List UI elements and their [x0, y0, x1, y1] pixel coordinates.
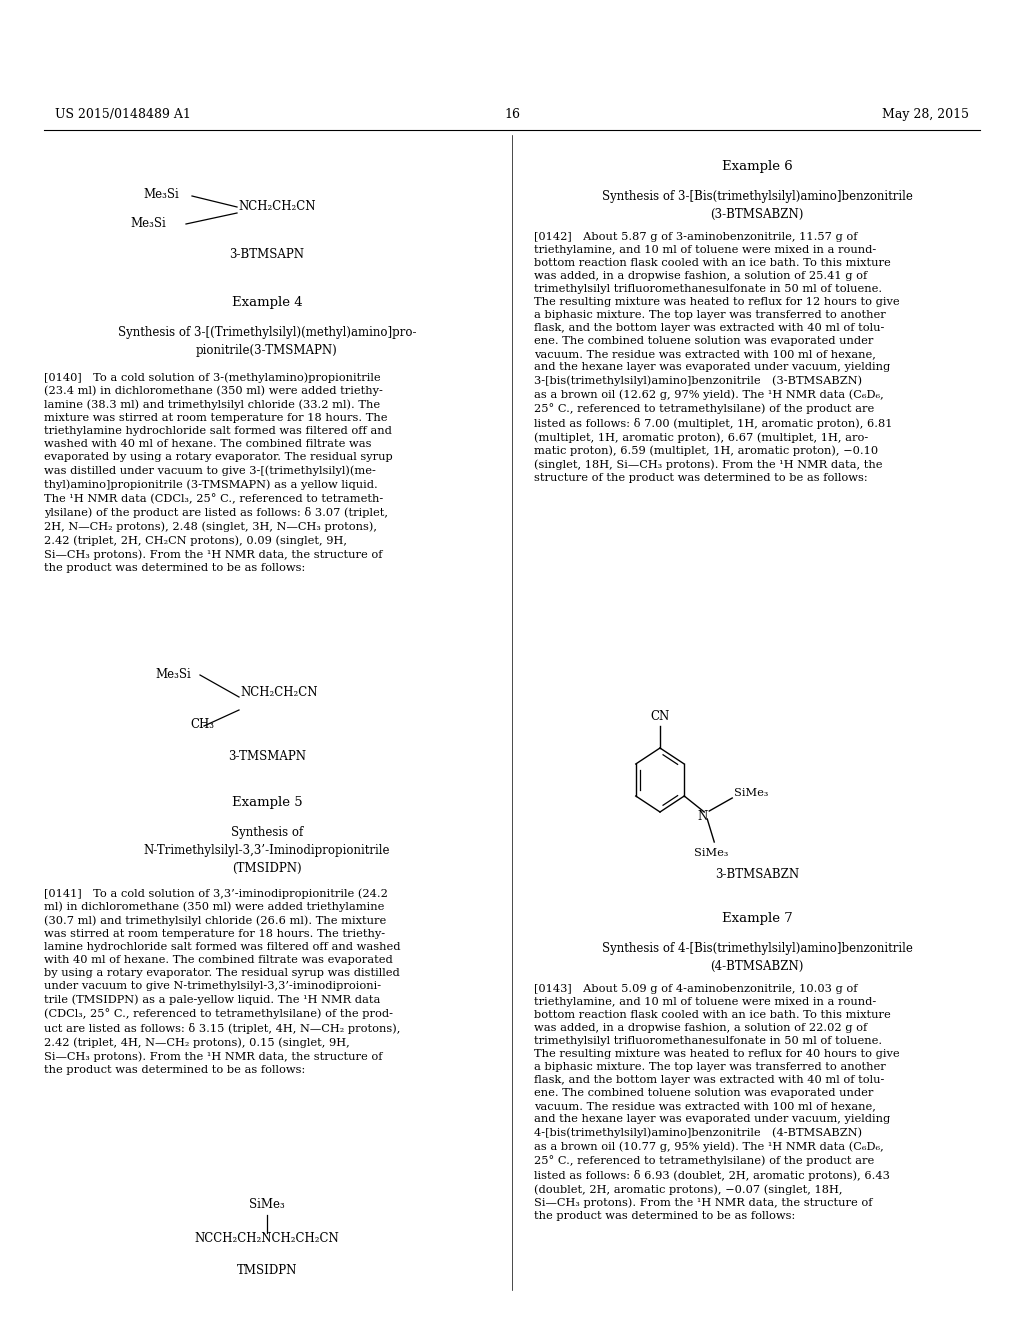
Text: pionitrile(3-TMSMAPN): pionitrile(3-TMSMAPN)	[197, 345, 338, 356]
Text: N-Trimethylsilyl-3,3’-Iminodipropionitrile: N-Trimethylsilyl-3,3’-Iminodipropionitri…	[143, 843, 390, 857]
Text: (3-BTMSABZN): (3-BTMSABZN)	[711, 209, 804, 220]
Text: 3-BTMSABZN: 3-BTMSABZN	[715, 869, 799, 880]
Text: 16: 16	[504, 108, 520, 121]
Text: Synthesis of 3-[(Trimethylsilyl)(methyl)amino]pro-: Synthesis of 3-[(Trimethylsilyl)(methyl)…	[118, 326, 416, 339]
Text: Me₃Si: Me₃Si	[155, 668, 190, 681]
Text: Me₃Si: Me₃Si	[130, 216, 166, 230]
Text: TMSIDPN: TMSIDPN	[237, 1265, 297, 1276]
Text: May 28, 2015: May 28, 2015	[882, 108, 969, 121]
Text: 3-TMSMAPN: 3-TMSMAPN	[228, 750, 306, 763]
Text: Example 4: Example 4	[231, 296, 302, 309]
Text: CN: CN	[650, 710, 670, 723]
Text: (TMSIDPN): (TMSIDPN)	[232, 862, 302, 875]
Text: NCH₂CH₂CN: NCH₂CH₂CN	[238, 201, 315, 213]
Text: Example 6: Example 6	[722, 160, 793, 173]
Text: [0141] To a cold solution of 3,3’-iminodipropionitrile (24.2
ml) in dichlorometh: [0141] To a cold solution of 3,3’-iminod…	[44, 888, 400, 1074]
Text: CH₃: CH₃	[190, 718, 214, 731]
Text: [0140] To a cold solution of 3-(methylamino)propionitrile
(23.4 ml) in dichlorom: [0140] To a cold solution of 3-(methylam…	[44, 372, 393, 573]
Text: (4-BTMSABZN): (4-BTMSABZN)	[711, 960, 804, 973]
Text: 3-BTMSAPN: 3-BTMSAPN	[229, 248, 304, 261]
Text: N: N	[697, 809, 708, 822]
Text: Synthesis of 3-[Bis(trimethylsilyl)amino]benzonitrile: Synthesis of 3-[Bis(trimethylsilyl)amino…	[601, 190, 912, 203]
Text: [0142] About 5.87 g of 3-aminobenzonitrile, 11.57 g of
triethylamine, and 10 ml : [0142] About 5.87 g of 3-aminobenzonitri…	[534, 232, 900, 483]
Text: NCH₂CH₂CN: NCH₂CH₂CN	[240, 686, 317, 700]
Text: NCCH₂CH₂NCH₂CH₂CN: NCCH₂CH₂NCH₂CH₂CN	[195, 1232, 339, 1245]
Text: [0143] About 5.09 g of 4-aminobenzonitrile, 10.03 g of
triethylamine, and 10 ml : [0143] About 5.09 g of 4-aminobenzonitri…	[534, 983, 900, 1221]
Text: SiMe₃: SiMe₃	[694, 847, 728, 858]
Text: Example 5: Example 5	[231, 796, 302, 809]
Text: US 2015/0148489 A1: US 2015/0148489 A1	[55, 108, 190, 121]
Text: Synthesis of: Synthesis of	[230, 826, 303, 840]
Text: Example 7: Example 7	[722, 912, 793, 925]
Text: SiMe₃: SiMe₃	[249, 1199, 285, 1210]
Text: SiMe₃: SiMe₃	[734, 788, 769, 799]
Text: Synthesis of 4-[Bis(trimethylsilyl)amino]benzonitrile: Synthesis of 4-[Bis(trimethylsilyl)amino…	[601, 942, 912, 954]
Text: Me₃Si: Me₃Si	[143, 187, 179, 201]
